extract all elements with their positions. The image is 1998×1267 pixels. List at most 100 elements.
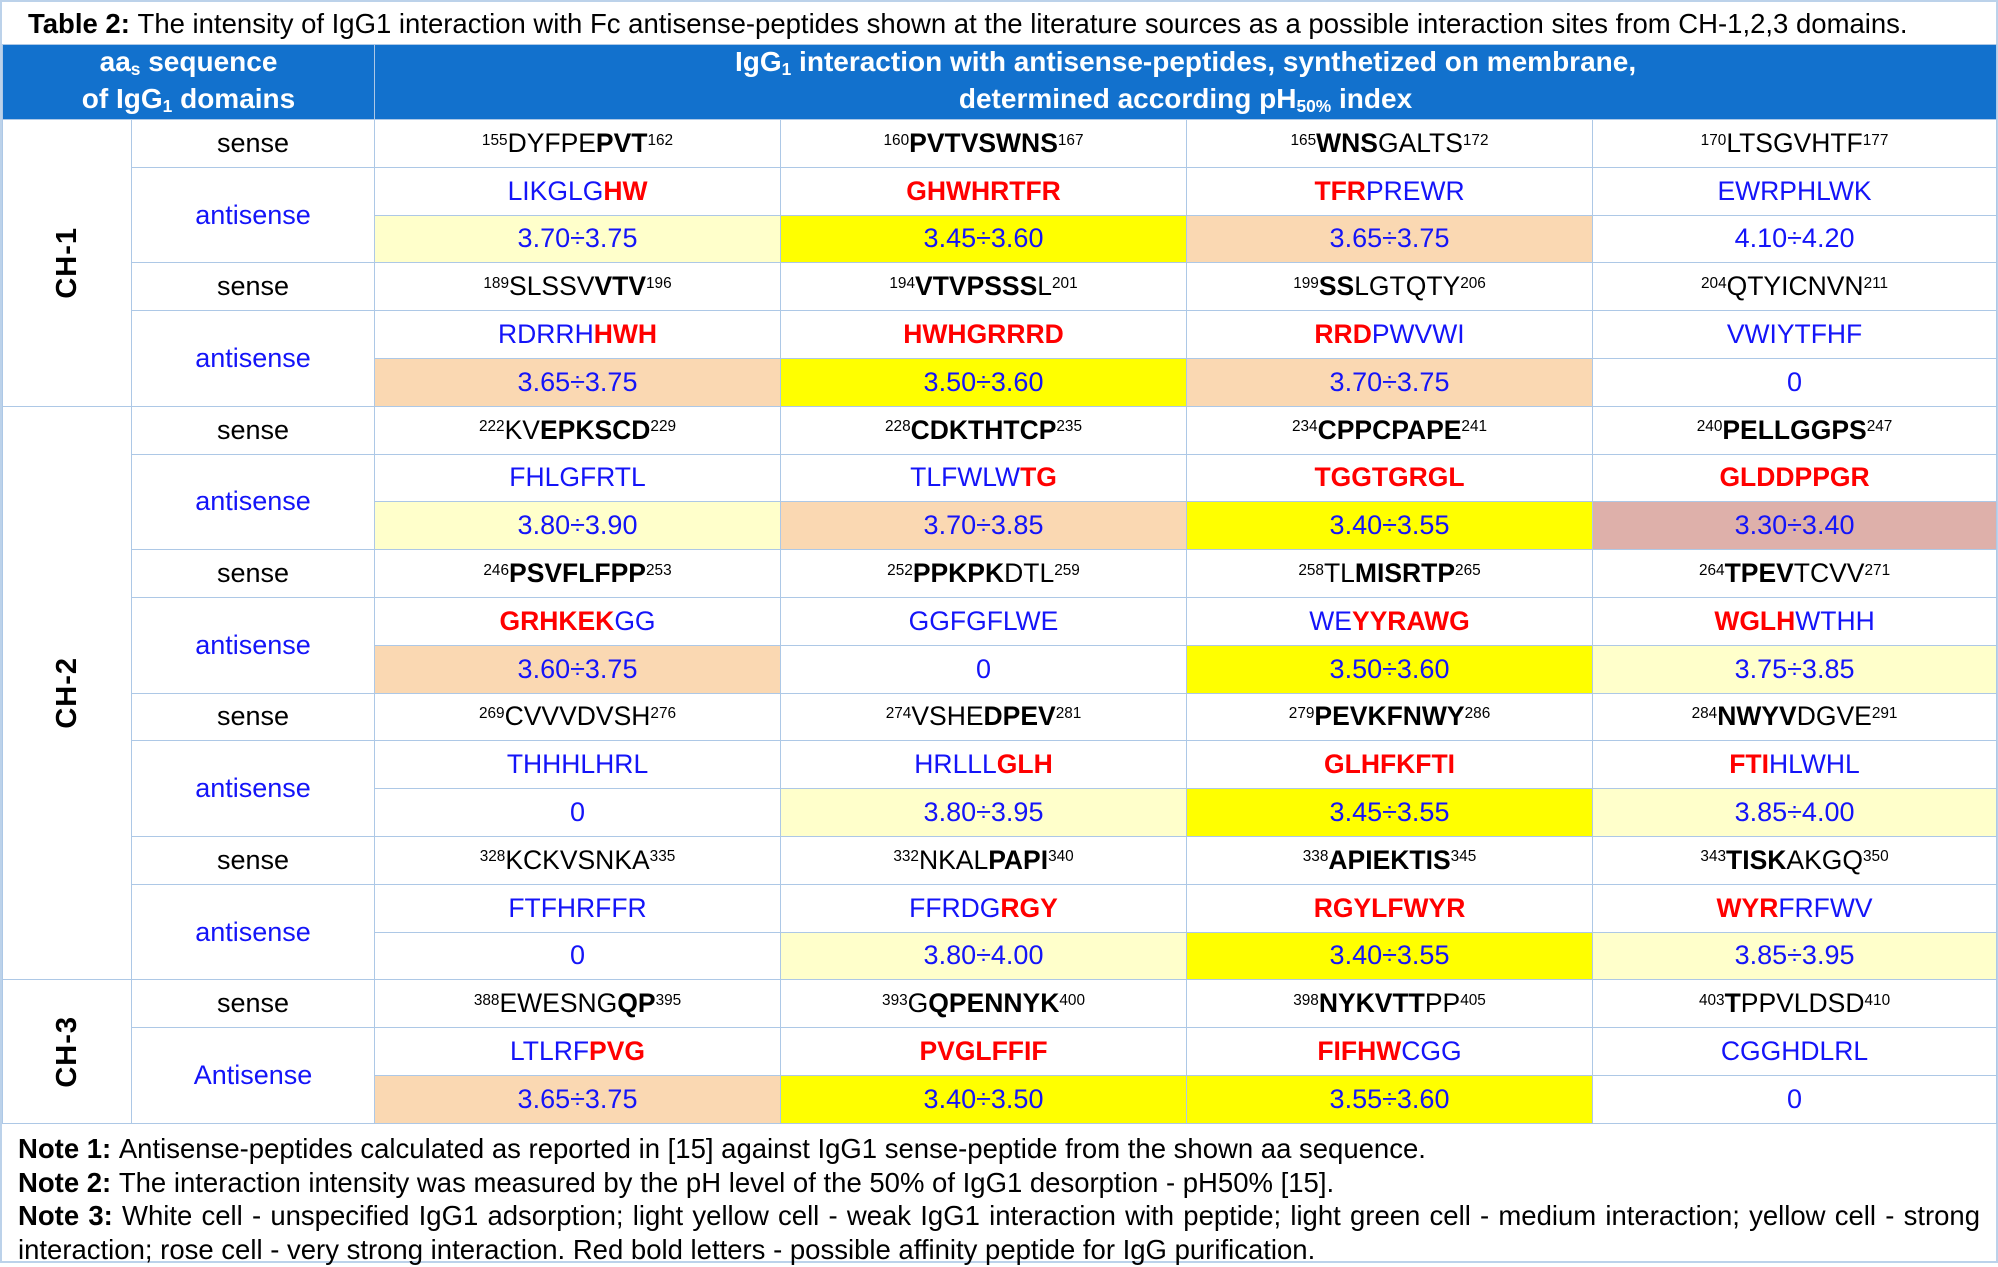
antisense-sequence-row: antisense THHHLHRL HRLLLGLH GLHFKFTI FTIHLWH… [3,740,1998,837]
antisense-sequence-cell: TGGTGRGL [1186,453,1594,503]
note-1: Note 1: Antisense-peptides calculated as… [18,1132,1426,1164]
antisense-sequence-cell: LTLRFPVG [374,1027,782,1076]
antisense-label: Antisense [130,1027,376,1124]
ph-value-cell: 0 [1592,1074,1998,1124]
antisense-label: antisense [130,596,376,694]
header-right-line1: IgG1 interaction with antisense-peptides… [734,46,1637,79]
sense-sequence-cell: 269CVVVDVSH276 [374,692,782,742]
ph-value-cell: 3.40÷3.55 [1186,501,1594,551]
ph-value-cell: 3.85÷4.00 [1592,788,1998,837]
ph-value-cell: 3.40÷3.50 [780,1074,1188,1124]
antisense-label: antisense [130,453,376,551]
ph-value-cell: 3.50÷3.60 [1186,644,1594,694]
ph-value-cell: 3.55÷3.60 [1186,1074,1594,1124]
sense-sequence-cell: 165WNSGALTS172 [1186,119,1594,168]
sense-sequence-cell: 228CDKTHTCP235 [780,405,1188,455]
antisense-sequence-row: Antisense LTLRFPVG PVGLFFIF FIFHWCGG CGGHDLR… [3,1027,1998,1124]
antisense-sequence-row: antisense FHLGFRTL TLFWLWTG TGGTGRGL GLDDPPG… [3,453,1998,551]
ph-value-cell: 3.80÷4.00 [780,931,1188,981]
ph-value-cell: 3.45÷3.60 [780,214,1188,264]
sense-sequence-cell: 170LTSGVHTF177 [1592,119,1998,168]
sense-label: sense [130,119,376,168]
antisense-sequence-cell: TFRPREWR [1186,166,1594,216]
ph-value-cell: 3.80÷3.90 [374,501,782,551]
sense-sequence-cell: 199SSLGTQTY206 [1186,262,1594,312]
ph-value-cell: 3.85÷3.95 [1592,931,1998,981]
sense-row: CH-1 sense 155DYFPEPVT162 160PVTVSWNS167 165… [2,119,1998,407]
ph-value-cell: 0 [374,788,782,837]
ph-value-cell: 0 [1592,357,1998,407]
sense-label: sense [130,549,376,598]
antisense-sequence-cell: WEYYRAWG [1186,596,1594,646]
domain-label-ch-3: CH-3 [2,979,132,1124]
sense-sequence-cell: 189SLSSVVTV196 [374,262,782,312]
antisense-sequence-row: antisense GRHKEKGG GGFGFLWE WEYYRAWG WGLHWTH… [3,596,1998,694]
header-row: aas sequence of IgG1 domains IgG1 intera… [1,44,1998,120]
sense-sequence-cell: 264TPEVTCVV271 [1592,549,1998,598]
sense-sequence-cell: 388EWESNGQP395 [374,979,782,1029]
antisense-sequence-cell: VWIYTFHF [1592,310,1998,359]
ph-value-cell: 3.40÷3.55 [1186,931,1594,981]
antisense-sequence-row: antisense RDRRHHWH HWHGRRRD RRDPWVWI VWIYTFH… [3,310,1998,407]
antisense-sequence-cell: RRDPWVWI [1186,310,1594,359]
ph-value-cell: 3.65÷3.75 [1186,214,1594,264]
antisense-sequence-cell: FTFHRFFR [374,883,782,933]
note-3: Note 3: White cell - unspecified IgG1 ad… [18,1200,1980,1266]
sense-row: CH-2 sense 222KVEPKSCD229 228CDKTHTCP235 234… [2,405,1998,981]
ph-value-row: 3.65÷3.75 3.40÷3.50 3.55÷3.60 0 [3,1074,1998,1124]
sense-sequence-cell: 338APIEKTIS345 [1186,835,1594,885]
domain-label-ch-1: CH-1 [2,119,132,407]
antisense-sequence-cell: TLFWLWTG [780,453,1188,503]
ph-value-row: 3.65÷3.75 3.50÷3.60 3.70÷3.75 0 [3,357,1998,407]
sense-sequence-cell: 155DYFPEPVT162 [374,119,782,168]
header-left-line1: aas sequence [99,46,278,79]
antisense-sequence-cell: GGFGFLWE [780,596,1188,646]
table-body: CH-1 sense 155DYFPEPVT162 160PVTVSWNS167 165… [2,119,1998,1124]
ph-value-cell: 4.10÷4.20 [1592,214,1998,264]
sense-sequence-cell: 246PSVFLFPP253 [374,549,782,598]
antisense-sequence-cell: GHWHRTFR [780,166,1188,216]
antisense-sequence-row: antisense LIKGLGHW GHWHRTFR TFRPREWR EWRPHLW… [3,166,1998,264]
sense-sequence-cell: 234CPPCPAPE241 [1186,405,1594,455]
sense-sequence-cell: 160PVTVSWNS167 [780,119,1188,168]
sense-row: sense 269CVVVDVSH276 274VSHEDPEV281 279PEVK… [3,692,1998,742]
antisense-sequence-cell: EWRPHLWK [1592,166,1998,216]
antisense-sequence-cell: GRHKEKGG [374,596,782,646]
header-left-cell: aas sequence of IgG1 domains [1,44,376,120]
ph-value-cell: 3.65÷3.75 [374,1074,782,1124]
sense-sequence-cell: 343TISKAKGQ350 [1592,835,1998,885]
antisense-sequence-cell: GLHFKFTI [1186,740,1594,790]
sense-row: sense 189SLSSVVTV196 194VTVPSSSL201 199SSLG… [3,262,1998,312]
antisense-sequence-cell: THHHLHRL [374,740,782,790]
sense-sequence-cell: 194VTVPSSSL201 [780,262,1188,312]
ph-value-cell: 3.70÷3.75 [1186,357,1594,407]
ph-value-cell: 3.70÷3.85 [780,501,1188,551]
ph-value-cell: 3.70÷3.75 [374,214,782,264]
header-right-line2: determined according pH50% index [958,83,1413,116]
antisense-label: antisense [130,883,376,981]
ph-value-row: 0 3.80÷4.00 3.40÷3.55 3.85÷3.95 [3,931,1998,981]
domain-label-ch-2: CH-2 [2,405,132,981]
sense-sequence-cell: 284NWYVDGVE291 [1592,692,1998,742]
antisense-label: antisense [130,166,376,264]
sense-sequence-cell: 393GQPENNYK400 [780,979,1188,1029]
sense-sequence-cell: 222KVEPKSCD229 [374,405,782,455]
antisense-sequence-cell: HRLLLGLH [780,740,1188,790]
sense-label: sense [130,979,376,1029]
sense-sequence-cell: 332NKALPAPI340 [780,835,1188,885]
header-right-cell: IgG1 interaction with antisense-peptides… [374,44,1998,120]
domain-label-text: CH-2 [50,657,83,729]
ph-value-cell: 0 [374,931,782,981]
ph-value-cell: 3.60÷3.75 [374,644,782,694]
sense-sequence-cell: 398NYKVTTPP405 [1186,979,1594,1029]
sense-sequence-cell: 328KCKVSNKA335 [374,835,782,885]
antisense-sequence-cell: GLDDPPGR [1592,453,1998,503]
sense-label: sense [130,692,376,742]
ph-value-row: 3.60÷3.75 0 3.50÷3.60 3.75÷3.85 [3,644,1998,694]
ph-value-row: 3.70÷3.75 3.45÷3.60 3.65÷3.75 4.10÷4.20 [3,214,1998,264]
antisense-label: antisense [130,740,376,837]
sense-sequence-cell: 252PPKPKDTL259 [780,549,1188,598]
domain-label-text: CH-3 [50,1015,83,1088]
sense-row: sense 246PSVFLFPP253 252PPKPKDTL259 258TLMI… [3,549,1998,598]
sense-sequence-cell: 258TLMISRTP265 [1186,549,1594,598]
